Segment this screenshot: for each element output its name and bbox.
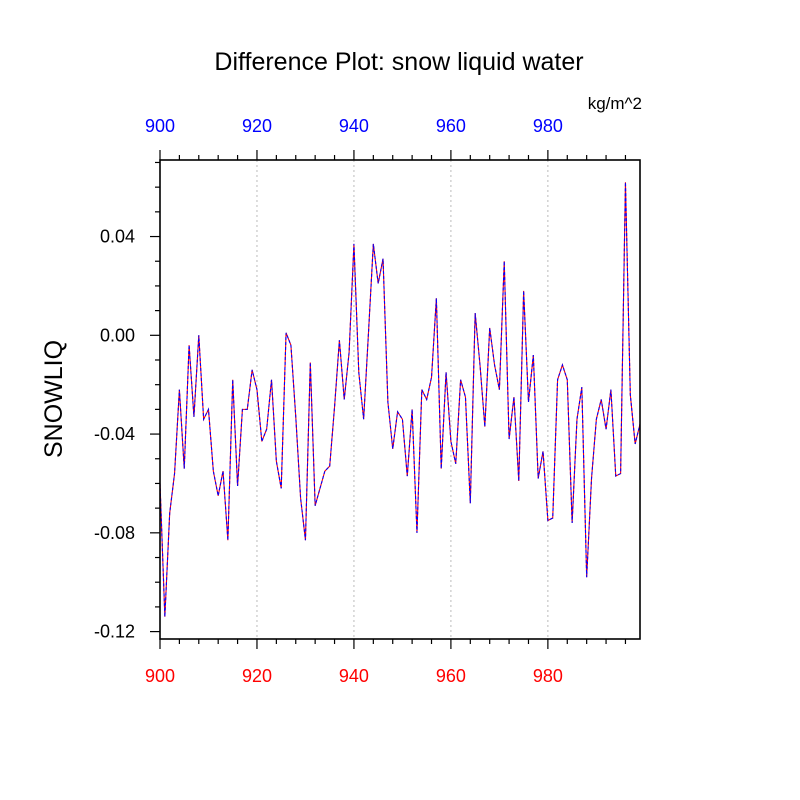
y-tick-label: -0.08 <box>94 523 135 543</box>
top-x-tick-label: 940 <box>339 116 369 136</box>
bottom-x-tick-labels: 900 920 940 960 980 <box>145 666 563 686</box>
bottom-x-tick-label: 980 <box>533 666 563 686</box>
plot-frame <box>159 159 641 640</box>
y-axis-label: SNOWLIQ <box>40 340 68 458</box>
series-lines <box>159 182 641 617</box>
top-x-tick-label: 900 <box>145 116 175 136</box>
units-label: kg/m^2 <box>588 94 642 113</box>
top-x-tick-labels: 900 920 940 960 980 <box>145 116 563 136</box>
bottom-x-tick-label: 920 <box>242 666 272 686</box>
y-tick-label: -0.04 <box>94 424 135 444</box>
y-tick-label: -0.12 <box>94 622 135 642</box>
grid-lines <box>256 160 549 639</box>
axis-ticks <box>150 150 627 649</box>
bottom-x-tick-label: 960 <box>436 666 466 686</box>
top-x-tick-label: 980 <box>533 116 563 136</box>
top-x-tick-label: 920 <box>242 116 272 136</box>
y-tick-label: 0.04 <box>100 227 135 247</box>
top-x-tick-label: 960 <box>436 116 466 136</box>
y-tick-labels: 0.04 0.00 -0.04 -0.08 -0.12 <box>94 227 135 642</box>
series-line-blue <box>159 182 641 617</box>
bottom-x-tick-label: 940 <box>339 666 369 686</box>
chart-title: Difference Plot: snow liquid water <box>214 48 583 76</box>
bottom-x-tick-label: 900 <box>145 666 175 686</box>
y-tick-label: 0.00 <box>100 325 135 345</box>
